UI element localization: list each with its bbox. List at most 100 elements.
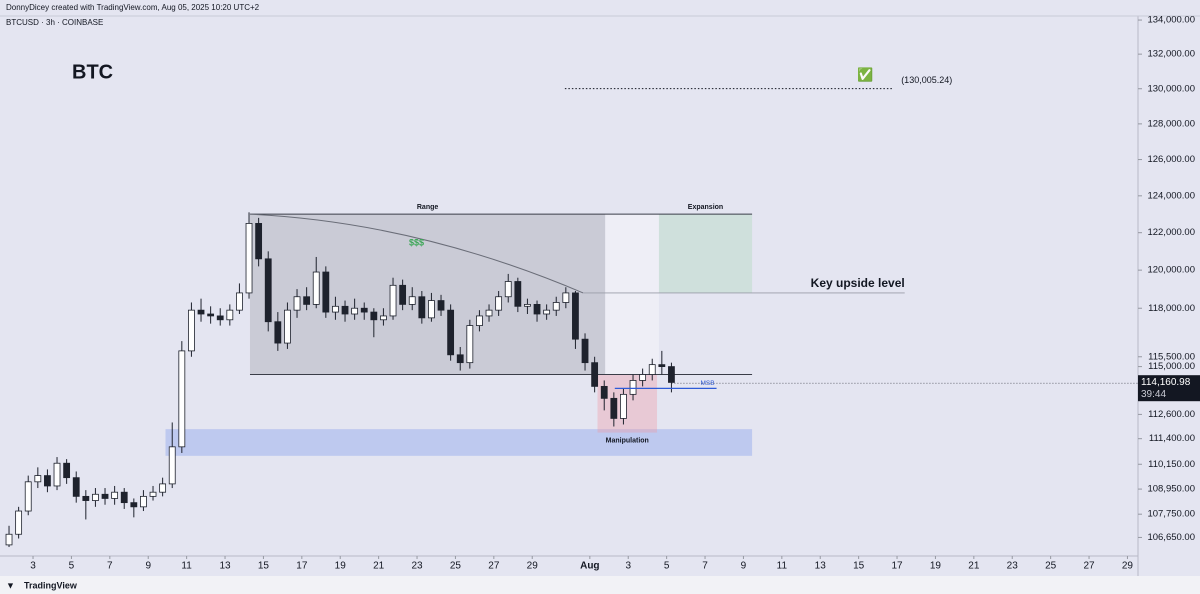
- x-tick-label: 11: [777, 561, 788, 572]
- x-tick-label: 13: [219, 561, 231, 572]
- demand-zone: [165, 429, 753, 456]
- x-tick-label: 21: [373, 561, 385, 572]
- candle-body: [533, 303, 541, 315]
- x-tick-label: 27: [488, 561, 500, 572]
- x-tick-label: 13: [815, 561, 827, 572]
- candle-body: [168, 446, 176, 485]
- x-tick-label: 29: [527, 561, 539, 572]
- candle-body: [303, 296, 311, 305]
- last-price-tag: [1138, 375, 1200, 402]
- candle-body: [332, 305, 339, 313]
- y-tick-label: 108,950.00: [1147, 484, 1195, 495]
- candle-body: [197, 309, 205, 315]
- x-tick-label: 7: [107, 561, 113, 572]
- x-tick-label: 19: [335, 561, 347, 572]
- candle-body: [610, 397, 618, 419]
- candle-body: [466, 325, 474, 364]
- candle-body: [92, 493, 99, 501]
- range-label: Range: [417, 204, 439, 211]
- logo: ▼: [6, 580, 15, 590]
- y-tick-label: 115,000.00: [1148, 361, 1195, 372]
- candle-body: [389, 284, 397, 317]
- y-tick-label: 115,500.00: [1148, 351, 1195, 362]
- candle-body: [380, 315, 387, 321]
- candle-body: [5, 533, 13, 546]
- candle-body: [591, 362, 599, 387]
- candle-body: [341, 305, 349, 315]
- candle-body: [178, 350, 186, 448]
- candle-body: [562, 292, 570, 303]
- candle-body: [437, 300, 445, 311]
- candle-body: [216, 315, 224, 321]
- candle-body: [24, 481, 32, 512]
- candle-body: [34, 475, 42, 483]
- x-tick-label: 17: [891, 561, 903, 572]
- candle-body: [15, 510, 23, 535]
- x-tick-label: 25: [1045, 561, 1057, 572]
- target-label: (130,005.24): [901, 75, 952, 85]
- candle-body: [504, 281, 512, 298]
- candle-body: [120, 491, 128, 504]
- y-tick-label: 120,000.00: [1147, 265, 1195, 276]
- x-tick-label: 17: [296, 561, 308, 572]
- candle-body: [552, 302, 560, 311]
- candle-body: [207, 313, 215, 317]
- candle-body: [264, 258, 272, 323]
- candle-body: [399, 284, 407, 305]
- candle-body: [72, 477, 80, 497]
- x-tick-label: 3: [625, 561, 631, 572]
- liquidity-label: $$$: [409, 238, 424, 248]
- x-tick-label: 29: [1122, 561, 1134, 572]
- y-tick-label: 107,750.00: [1147, 509, 1195, 520]
- candle-body: [63, 462, 71, 479]
- footer-bar: [0, 576, 1200, 594]
- y-tick-label: 128,000.00: [1147, 118, 1195, 129]
- candle-body: [514, 281, 522, 307]
- x-tick-label: 5: [664, 561, 670, 572]
- x-tick-label: 25: [450, 561, 462, 572]
- candle-body: [188, 309, 195, 352]
- candle-body: [476, 315, 483, 326]
- y-tick-label: 112,600.00: [1148, 409, 1195, 420]
- candle-body: [44, 475, 51, 487]
- x-tick-label: 15: [258, 561, 270, 572]
- candle-body: [274, 321, 282, 344]
- candle-body: [53, 462, 61, 487]
- candle-body: [370, 311, 378, 321]
- candle-body: [581, 338, 589, 364]
- y-tick-label: 130,000.00: [1147, 83, 1195, 94]
- x-tick-label: 7: [702, 561, 708, 572]
- y-tick-label: 110,150.00: [1148, 459, 1195, 470]
- x-tick-label: 9: [145, 561, 151, 572]
- candle-body: [543, 309, 551, 315]
- expansion-box: [658, 214, 753, 293]
- symbol: BTCUSD · 3h · COINBASE: [6, 18, 103, 27]
- target-icon: ✅: [857, 67, 873, 82]
- range-box: [249, 214, 606, 375]
- candle-body: [495, 296, 503, 311]
- chart-title: BTC: [72, 61, 113, 83]
- candle-body: [408, 296, 416, 305]
- x-tick-label: 23: [1007, 561, 1019, 572]
- liquidity-curve: [249, 213, 584, 294]
- expansion-label: Expansion: [688, 204, 723, 211]
- candle-body: [360, 307, 368, 313]
- x-tick-label: 21: [968, 561, 980, 572]
- candle-body: [447, 309, 455, 356]
- credit: DonnyDicey created with TradingView.com,…: [6, 3, 260, 12]
- x-tick-label: Aug: [580, 561, 599, 572]
- candle-body: [351, 307, 359, 315]
- candle-body: [668, 366, 675, 383]
- candle-body: [245, 223, 253, 294]
- y-tick-label: 134,000.00: [1147, 15, 1195, 26]
- y-tick-label: 106,650.00: [1147, 532, 1195, 543]
- last-price-label: 114,160.98: [1141, 377, 1191, 388]
- candle-body: [255, 223, 263, 260]
- y-tick-label: 124,000.00: [1147, 190, 1195, 201]
- candle-body: [629, 380, 637, 395]
- x-tick-label: 19: [930, 561, 942, 572]
- candle-body: [456, 354, 464, 364]
- key-level-label: Key upside level: [811, 276, 905, 290]
